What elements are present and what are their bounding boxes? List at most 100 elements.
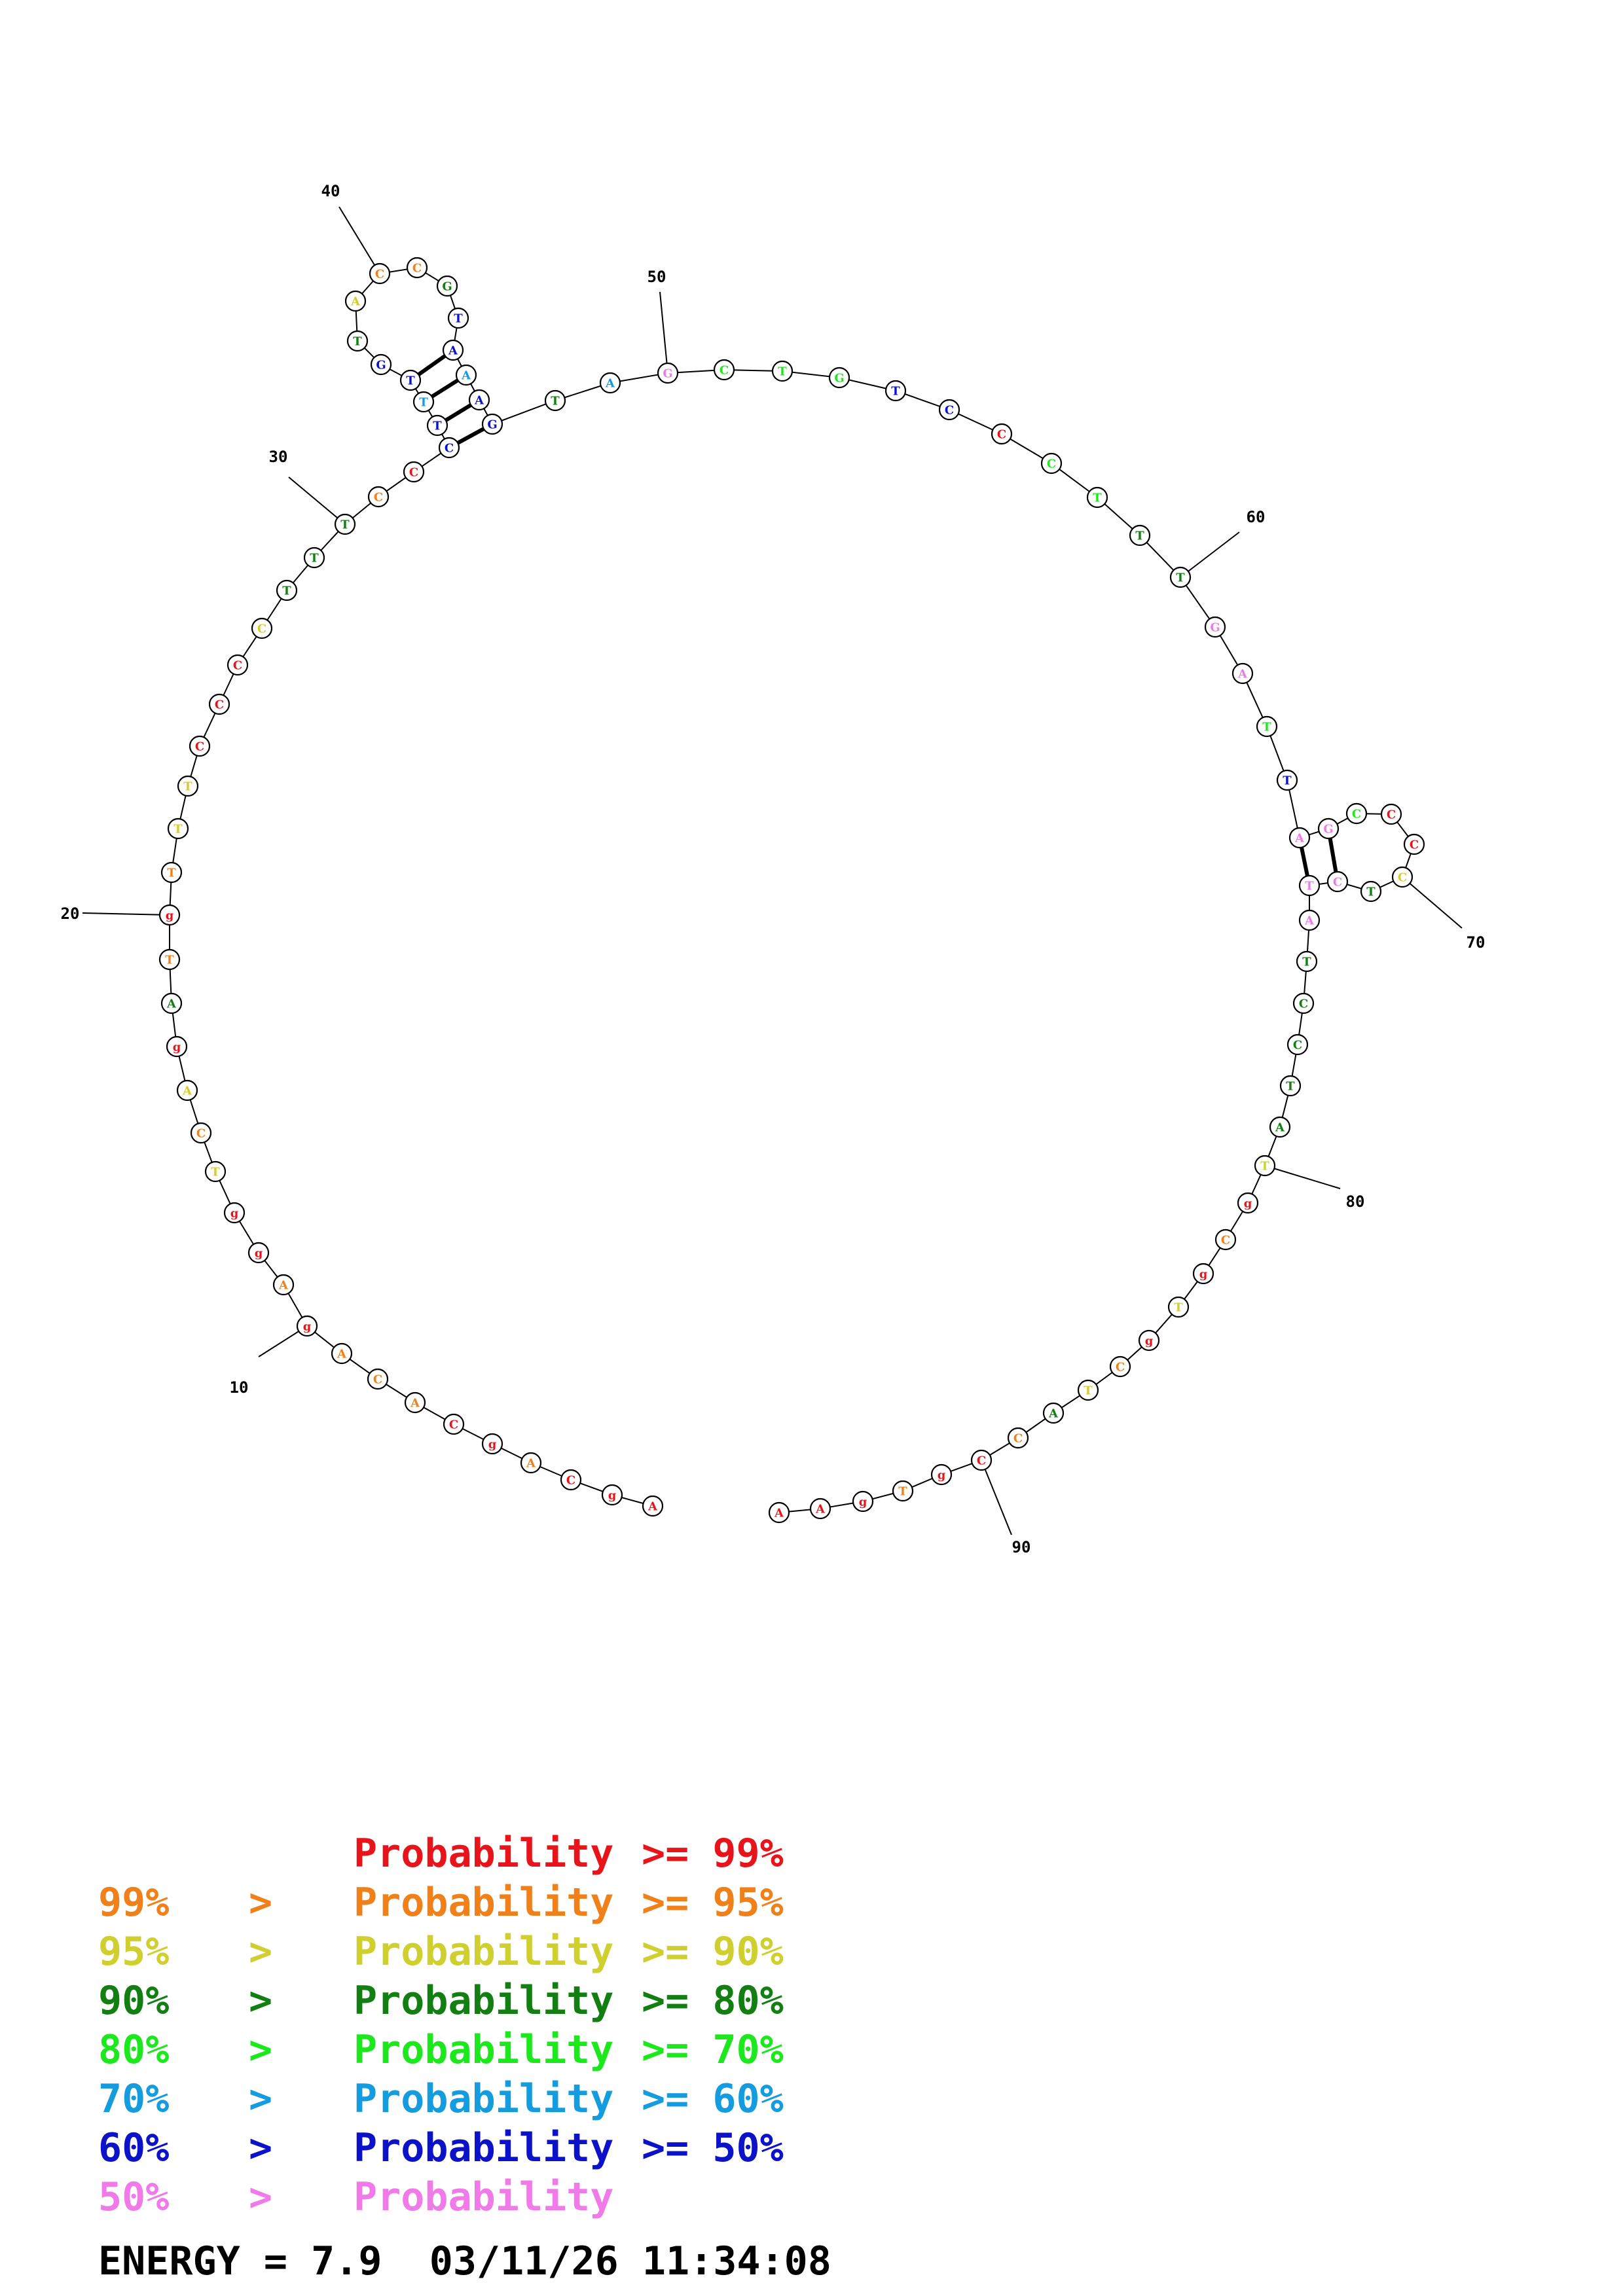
nucleotide: A (442, 339, 464, 361)
nucleotide-letter: G (1323, 823, 1333, 836)
nucleotide-letter: g (859, 1496, 867, 1509)
nucleotide-circle (204, 1160, 227, 1183)
nucleotide: T (447, 307, 469, 329)
nucleotide-letter: C (1013, 1432, 1023, 1446)
nucleotide-letter: C (374, 491, 383, 505)
nucleotide-circle (344, 290, 367, 312)
nucleotide-circle (852, 1490, 874, 1513)
nucleotide: g (247, 1242, 270, 1264)
nucleotide-circle (272, 1274, 295, 1296)
nucleotide-circle (1298, 909, 1321, 931)
legend-right: >= 80% (642, 1978, 784, 2024)
nucleotide: T (160, 861, 183, 884)
nucleotide-letter: C (1410, 838, 1419, 852)
nucleotide-letter: T (1366, 886, 1376, 899)
nucleotide-circle (1042, 1402, 1065, 1424)
legend-op: > (249, 1978, 273, 2024)
nucleotide-letter: A (605, 377, 615, 391)
nucleotide-circle (227, 654, 249, 676)
nucleotide-circle (404, 1391, 426, 1414)
nucleotide-letter: A (461, 369, 471, 383)
rna-secondary-structure-diagram: 10 20 30 40 50 60 70 80 90 Ag C Ag C A C Ag Ag g T C Ag A Tg T… (61, 182, 1486, 1556)
nucleotide-circle (771, 360, 793, 382)
nucleotide-circle (642, 1495, 664, 1517)
nucleotide: T (1256, 715, 1278, 738)
legend-op: > (249, 2174, 273, 2220)
position-tick-line (1264, 1165, 1341, 1189)
nucleotide-letter: C (566, 1474, 575, 1488)
nucleotide-letter: g (255, 1247, 263, 1261)
nucleotide: C (1391, 866, 1413, 888)
nucleotide: G (1204, 616, 1226, 638)
nucleotide-circle (1298, 874, 1321, 897)
nucleotide: g (481, 1433, 503, 1455)
nucleotide-circle (892, 1480, 914, 1502)
nucleotide: C (1326, 870, 1349, 893)
nucleotide-letter: A (350, 295, 361, 309)
nucleotide: T (1077, 1379, 1099, 1401)
nucleotide: g (223, 1202, 246, 1224)
position-tick-line (338, 206, 380, 274)
nucleotide-letter: g (1199, 1268, 1208, 1282)
nucleotide-circle (599, 372, 621, 394)
nucleotide-letter: T (1084, 1384, 1093, 1398)
nucleotide-letter: A (448, 344, 458, 358)
nucleotide: C (367, 1368, 389, 1390)
nucleotide: C (1007, 1427, 1029, 1449)
nucleotide: T (346, 330, 369, 352)
nucleotide: G (370, 353, 392, 376)
nucleotide-circle (1040, 452, 1063, 475)
nucleotide: C (367, 486, 390, 508)
nucleotide: T (158, 948, 181, 971)
nucleotide-letter: A (166, 997, 177, 1011)
nucleotide: A (272, 1274, 295, 1296)
nucleotide-circle (468, 389, 490, 411)
nucleotide: g (296, 1315, 318, 1337)
nucleotide-letter: g (166, 909, 174, 923)
nucleotide: A (1231, 662, 1254, 685)
nucleotide-circle (158, 948, 181, 971)
nucleotide-circle (713, 359, 735, 381)
nucleotide-circle (1237, 1192, 1259, 1214)
position-tick-label: 80 (1346, 1193, 1365, 1211)
nucleotide: C (1286, 1033, 1309, 1056)
nucleotide-circle (970, 1449, 993, 1471)
nucleotide-letter: T (167, 867, 176, 880)
nucleotide: C (1345, 802, 1368, 825)
position-tick-line (82, 912, 170, 916)
nucleotide-circle (296, 1315, 318, 1337)
nucleotide: A (768, 1501, 790, 1524)
legend-label: Probability (354, 2076, 614, 2122)
nucleotide-circle (1288, 827, 1311, 849)
nucleotide-letter: T (1262, 721, 1271, 734)
legend-right: >= 60% (642, 2076, 784, 2122)
nucleotide-circle (1192, 1263, 1214, 1285)
nucleotide-letter: g (608, 1489, 617, 1503)
nucleotide-letter: T (419, 396, 428, 410)
nucleotide-circle (223, 1202, 246, 1224)
nucleotide: g (1192, 1263, 1214, 1285)
nucleotide-circle (560, 1469, 582, 1491)
nucleotide: T (1298, 874, 1321, 897)
nucleotide: G (828, 367, 850, 389)
nucleotide-circle (346, 330, 369, 352)
nucleotide: C (208, 693, 230, 715)
base-pair-bond (443, 403, 473, 423)
nucleotide-letter: A (1275, 1121, 1285, 1135)
nucleotide-circle (1169, 566, 1192, 588)
nucleotide: C (1403, 833, 1425, 855)
nucleotide-letter: T (1176, 571, 1185, 585)
nucleotide: T (426, 414, 448, 437)
nucleotide-letter: T (1135, 529, 1144, 543)
nucleotide-circle (1269, 1116, 1291, 1138)
nucleotide-circle (991, 423, 1013, 445)
nucleotide-circle (367, 486, 390, 508)
nucleotide-circle (166, 1035, 188, 1058)
nucleotide-circle (1254, 1155, 1276, 1177)
nucleotide: T (1276, 769, 1298, 791)
energy-value: ENERGY = 7.9 (98, 2238, 382, 2284)
legend-op: > (249, 2125, 273, 2171)
position-tick-label: 60 (1247, 508, 1266, 526)
nucleotide-letter: C (1047, 457, 1056, 471)
legend-label: Probability (354, 1880, 614, 1926)
